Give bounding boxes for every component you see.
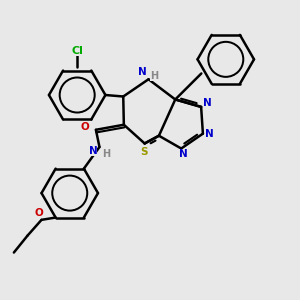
Text: O: O xyxy=(35,208,44,218)
Text: N: N xyxy=(203,98,212,108)
Text: N: N xyxy=(205,129,214,139)
Text: N: N xyxy=(138,67,146,77)
Text: H: H xyxy=(102,149,110,160)
Text: N: N xyxy=(88,146,97,156)
Text: O: O xyxy=(80,122,89,132)
Text: S: S xyxy=(140,147,148,157)
Text: H: H xyxy=(150,71,158,81)
Text: Cl: Cl xyxy=(71,46,83,56)
Text: N: N xyxy=(179,149,188,159)
